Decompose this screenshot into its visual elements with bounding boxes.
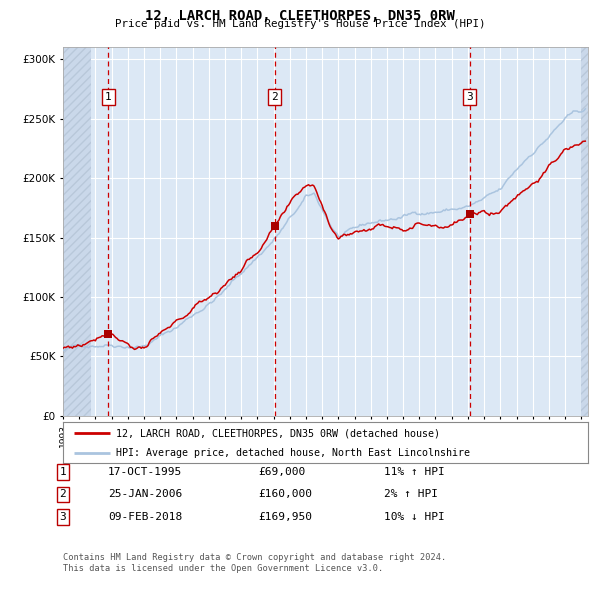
Text: 11% ↑ HPI: 11% ↑ HPI <box>384 467 445 477</box>
Text: Price paid vs. HM Land Registry's House Price Index (HPI): Price paid vs. HM Land Registry's House … <box>115 19 485 29</box>
Text: 3: 3 <box>466 92 473 102</box>
Text: £69,000: £69,000 <box>258 467 305 477</box>
Text: 12, LARCH ROAD, CLEETHORPES, DN35 0RW (detached house): 12, LARCH ROAD, CLEETHORPES, DN35 0RW (d… <box>115 428 439 438</box>
Text: 09-FEB-2018: 09-FEB-2018 <box>108 512 182 522</box>
Text: 10% ↓ HPI: 10% ↓ HPI <box>384 512 445 522</box>
Text: 2: 2 <box>59 490 67 499</box>
Text: 3: 3 <box>59 512 67 522</box>
Text: £169,950: £169,950 <box>258 512 312 522</box>
Text: Contains HM Land Registry data © Crown copyright and database right 2024.: Contains HM Land Registry data © Crown c… <box>63 553 446 562</box>
Text: 17-OCT-1995: 17-OCT-1995 <box>108 467 182 477</box>
Text: This data is licensed under the Open Government Licence v3.0.: This data is licensed under the Open Gov… <box>63 565 383 573</box>
Text: 2: 2 <box>271 92 278 102</box>
Bar <box>581 47 588 416</box>
Text: 1: 1 <box>105 92 112 102</box>
Bar <box>63 47 91 416</box>
Text: 2% ↑ HPI: 2% ↑ HPI <box>384 490 438 499</box>
Text: 1: 1 <box>59 467 67 477</box>
Text: 12, LARCH ROAD, CLEETHORPES, DN35 0RW: 12, LARCH ROAD, CLEETHORPES, DN35 0RW <box>145 9 455 23</box>
Text: HPI: Average price, detached house, North East Lincolnshire: HPI: Average price, detached house, Nort… <box>115 448 470 458</box>
Text: £160,000: £160,000 <box>258 490 312 499</box>
Text: 25-JAN-2006: 25-JAN-2006 <box>108 490 182 499</box>
